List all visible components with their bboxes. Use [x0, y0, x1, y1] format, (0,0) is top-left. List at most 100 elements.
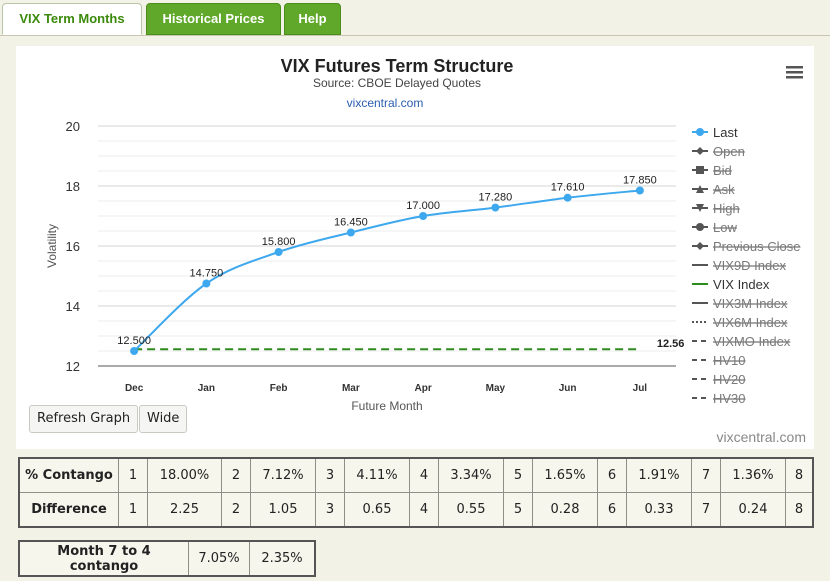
tab-help[interactable]: Help: [284, 3, 341, 35]
chart-title: VIX Futures Term Structure: [281, 56, 514, 76]
table-cell: 7.05%: [188, 541, 250, 576]
table-cell: 7.12%: [250, 458, 316, 493]
legend-item[interactable]: Ask: [692, 182, 735, 197]
table-cell: 6: [597, 492, 627, 527]
vix-index-value-label: 12.56: [657, 338, 685, 350]
table-cell: 0.24: [720, 492, 786, 527]
x-tick-label: Mar: [342, 383, 360, 394]
refresh-graph-button[interactable]: Refresh Graph: [29, 405, 139, 433]
legend-item[interactable]: HV10: [692, 353, 746, 368]
table-cell: 5: [503, 458, 533, 493]
table-row: Month 7 to 4 contango 7.05% 2.35%: [19, 541, 315, 576]
x-tick-label: Jun: [559, 383, 577, 394]
wide-button[interactable]: Wide: [139, 405, 188, 433]
data-label: 16.450: [334, 217, 368, 229]
month-7-to-4-table: Month 7 to 4 contango 7.05% 2.35%: [18, 540, 316, 577]
table-cell: 0.55: [438, 492, 504, 527]
legend-label: Ask: [713, 182, 735, 197]
table-cell: 0.33: [626, 492, 692, 527]
data-label: 15.800: [262, 236, 296, 248]
table-cell: 8: [785, 458, 813, 493]
data-point: [274, 248, 283, 256]
table-cell: 1.65%: [532, 458, 598, 493]
table-cell: 4.11%: [344, 458, 410, 493]
chart-grid: [98, 125, 676, 367]
data-point: [419, 212, 428, 220]
chart-panel: VIX Futures Term Structure Source: CBOE …: [16, 46, 814, 449]
legend-circle-icon: [696, 128, 704, 136]
month-7-to-4-label: Month 7 to 4 contango: [19, 541, 189, 576]
table-cell: 1.91%: [626, 458, 692, 493]
table-row: % Contango 1 18.00% 2 7.12% 3 4.11% 4 3.…: [19, 458, 813, 493]
chart-legend: Last Open Bid Ask High Low Previous Close VIX9D…: [692, 125, 800, 406]
table-cell: 1: [118, 492, 148, 527]
table-cell: 4: [409, 492, 439, 527]
y-tick-label: 16: [66, 239, 80, 254]
hamburger-menu-icon[interactable]: [786, 66, 803, 79]
x-tick-label: Feb: [270, 383, 288, 394]
legend-label: VIX Index: [713, 277, 770, 292]
row-label-contango: % Contango: [19, 458, 119, 493]
chart-source-link[interactable]: vixcentral.com: [347, 96, 424, 110]
y-axis-ticks: 12 14 16 18 20: [66, 119, 80, 374]
contango-table: % Contango 1 18.00% 2 7.12% 3 4.11% 4 3.…: [18, 457, 814, 528]
data-label: 17.000: [406, 200, 440, 212]
table-row: Difference 1 2.25 2 1.05 3 0.65 4 0.55 5…: [19, 492, 813, 527]
table-cell: 0.28: [532, 492, 598, 527]
legend-label: Last: [713, 125, 738, 140]
data-label: 17.850: [623, 175, 657, 187]
table-cell: 1.36%: [720, 458, 786, 493]
legend-label: Low: [713, 220, 737, 235]
legend-label: Open: [713, 144, 745, 159]
legend-item[interactable]: High: [692, 201, 740, 216]
data-label: 17.610: [551, 182, 585, 194]
x-tick-label: Dec: [125, 383, 144, 394]
tab-vix-term-months[interactable]: VIX Term Months: [2, 3, 142, 35]
legend-item[interactable]: VIX9D Index: [692, 258, 786, 273]
x-axis-ticks: Dec Jan Feb Mar Apr May Jun Jul: [125, 383, 647, 394]
legend-label: VIX3M Index: [713, 296, 788, 311]
legend-label: HV20: [713, 372, 746, 387]
x-tick-label: Apr: [415, 383, 432, 394]
legend-label: VIX9D Index: [713, 258, 786, 273]
data-point: [563, 193, 572, 202]
table-cell: 6: [597, 458, 627, 493]
row-label-difference: Difference: [19, 492, 119, 527]
table-cell: 2.35%: [249, 541, 315, 576]
legend-label: VIX6M Index: [713, 315, 788, 330]
table-cell: 7: [691, 492, 721, 527]
data-point: [635, 186, 644, 195]
legend-item[interactable]: Low: [692, 220, 737, 235]
table-cell: 2: [221, 492, 251, 527]
data-label: 17.280: [479, 192, 513, 204]
legend-item[interactable]: VIX Index: [692, 277, 770, 292]
table-cell: 7: [691, 458, 721, 493]
tab-historical-prices[interactable]: Historical Prices: [146, 3, 281, 35]
legend-label: VIXMO Index: [713, 334, 791, 349]
legend-item[interactable]: Last: [692, 125, 738, 140]
table-cell: 8: [785, 492, 813, 527]
legend-label: Previous Close: [713, 239, 800, 254]
legend-item[interactable]: VIX6M Index: [692, 315, 788, 330]
table-cell: 5: [503, 492, 533, 527]
legend-triangle-icon: [696, 185, 704, 193]
table-cell: 1.05: [250, 492, 316, 527]
legend-item[interactable]: Open: [692, 144, 745, 159]
legend-item[interactable]: HV20: [692, 372, 746, 387]
legend-item[interactable]: Previous Close: [692, 239, 800, 254]
legend-item[interactable]: VIXMO Index: [692, 334, 791, 349]
legend-diamond-icon: [696, 147, 704, 155]
table-cell: 1: [118, 458, 148, 493]
x-tick-label: Jul: [633, 383, 648, 394]
legend-label: HV10: [713, 353, 746, 368]
legend-item[interactable]: VIX3M Index: [692, 296, 788, 311]
table-cell: 2: [221, 458, 251, 493]
legend-item[interactable]: Bid: [692, 163, 732, 178]
y-tick-label: 18: [66, 179, 80, 194]
data-label: 14.750: [190, 268, 224, 280]
y-tick-label: 20: [66, 119, 80, 134]
credit-text: vixcentral.com: [716, 429, 806, 445]
legend-item[interactable]: HV30: [692, 391, 746, 406]
legend-square-icon: [696, 166, 704, 174]
legend-label: Bid: [713, 163, 732, 178]
